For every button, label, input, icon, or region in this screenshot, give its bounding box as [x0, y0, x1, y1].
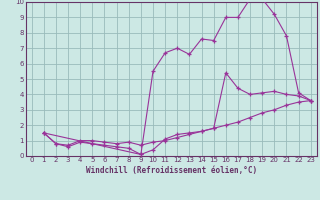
X-axis label: Windchill (Refroidissement éolien,°C): Windchill (Refroidissement éolien,°C) — [86, 166, 257, 175]
